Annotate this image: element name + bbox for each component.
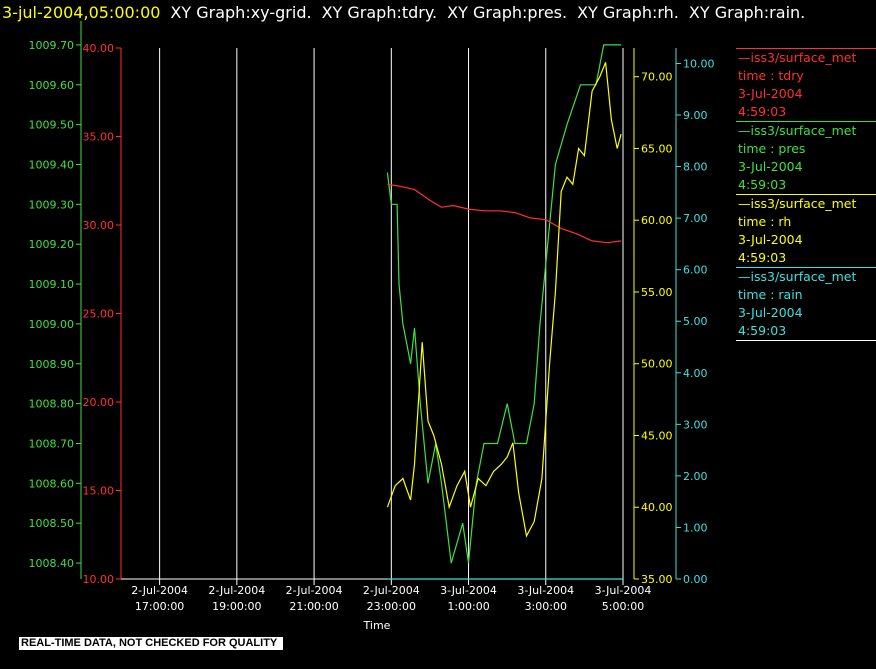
rain-axis-tick-label-4: 4.00 <box>683 367 708 380</box>
legend-separator <box>736 340 876 341</box>
pres-axis-tick-label-3: 1008.70 <box>29 437 75 450</box>
x-tick-time-6: 5:00:00 <box>602 600 644 613</box>
legend-tdry-var: time : tdry <box>738 68 804 83</box>
legend-rh-var: time : rh <box>738 214 792 229</box>
legend-separator <box>736 121 876 122</box>
rain-axis-tick-label-6: 6.00 <box>683 264 708 277</box>
legend-separator <box>736 194 876 195</box>
rain-axis-tick-label-3: 3.00 <box>683 418 708 431</box>
legend-bottom-separator <box>736 340 876 341</box>
rh-axis-tick-label-1: 40.00 <box>641 501 673 514</box>
legend-tdry-source: —iss3/surface_met <box>738 50 857 65</box>
legend-pres-var: time : pres <box>738 141 806 156</box>
pres-axis-tick-label-1: 1008.50 <box>29 517 75 530</box>
tdry-axis-tick-label-3: 25.00 <box>83 308 115 321</box>
x-tick-date-2: 2-Jul-2004 <box>286 584 343 597</box>
pres-axis-tick-label-13: 1009.70 <box>29 39 75 52</box>
legend-separator <box>736 48 876 49</box>
tdry-axis-tick-label-5: 35.00 <box>83 131 115 144</box>
x-tick-date-0: 2-Jul-2004 <box>131 584 188 597</box>
legend-tdry-date: 3-Jul-2004 <box>738 86 803 101</box>
graph-title-pres: XY Graph:pres. <box>447 3 568 22</box>
series-rh-line <box>386 62 622 538</box>
pres-axis-tick-label-6: 1009.00 <box>29 318 75 331</box>
pres-axis-tick-label-0: 1008.40 <box>29 557 75 570</box>
legend-pres-date: 3-Jul-2004 <box>738 159 803 174</box>
x-tick-date-6: 3-Jul-2004 <box>595 584 652 597</box>
rain-axis-tick-label-5: 5.00 <box>683 315 708 328</box>
pres-axis-tick-label-8: 1009.20 <box>29 238 75 251</box>
x-tick-time-3: 23:00:00 <box>367 600 416 613</box>
pres-axis-tick-label-12: 1009.60 <box>29 79 75 92</box>
graph-title-xy-grid: XY Graph:xy-grid. <box>170 3 312 22</box>
graph-title-rain: XY Graph:rain. <box>688 3 806 22</box>
quality-note: REAL-TIME DATA, NOT CHECKED FOR QUALITY <box>19 637 284 650</box>
rain-axis-tick-label-9: 9.00 <box>683 109 708 122</box>
rh-axis-tick-label-4: 55.00 <box>641 286 673 299</box>
rh-axis-tick-label-2: 45.00 <box>641 429 673 442</box>
graph-title-rh: XY Graph:rh. <box>577 3 679 22</box>
rh-axis-tick-label-5: 60.00 <box>641 214 673 227</box>
rain-axis-tick-label-8: 8.00 <box>683 161 708 174</box>
legend-rh-source: —iss3/surface_met <box>738 196 857 211</box>
pres-axis-tick-label-9: 1009.30 <box>29 198 75 211</box>
rh-axis-tick-label-7: 70.00 <box>641 71 673 84</box>
pres-axis-tick-label-4: 1008.80 <box>29 398 75 411</box>
header-bar: 3-jul-2004,05:00:00 XY Graph:xy-grid. XY G… <box>0 0 876 26</box>
legend-rh-date: 3-Jul-2004 <box>738 232 803 247</box>
x-tick-date-1: 2-Jul-2004 <box>208 584 265 597</box>
rh-axis-tick-label-0: 35.00 <box>641 573 673 586</box>
x-tick-time-1: 19:00:00 <box>212 600 261 613</box>
x-tick-time-0: 17:00:00 <box>135 600 184 613</box>
legend-separator <box>736 267 876 268</box>
legend-rain-var: time : rain <box>738 287 803 302</box>
timestamp: 3-jul-2004,05:00:00 <box>2 3 161 22</box>
tdry-axis-tick-label-1: 15.00 <box>83 485 115 498</box>
x-tick-time-4: 1:00:00 <box>447 600 489 613</box>
x-tick-time-5: 3:00:00 <box>525 600 567 613</box>
tdry-axis-tick-label-4: 30.00 <box>83 219 115 232</box>
legend-pres-source: —iss3/surface_met <box>738 123 857 138</box>
tdry-axis-tick-label-0: 10.00 <box>83 573 115 586</box>
legend-rain-source: —iss3/surface_met <box>738 269 857 284</box>
series-tdry-line <box>387 183 622 244</box>
legend-rain-time: 4:59:03 <box>738 323 787 338</box>
legend-tdry-time: 4:59:03 <box>738 104 787 119</box>
rain-axis-tick-label-1: 1.00 <box>683 521 708 534</box>
graph-title-tdry: XY Graph:tdry. <box>321 3 438 22</box>
pres-axis-tick-label-10: 1009.40 <box>29 158 75 171</box>
rain-axis-tick-label-2: 2.00 <box>683 470 708 483</box>
rh-axis-tick-label-3: 50.00 <box>641 358 673 371</box>
x-tick-date-5: 3-Jul-2004 <box>517 584 574 597</box>
rain-axis-tick-label-7: 7.00 <box>683 212 708 225</box>
rain-axis-tick-label-10: 10.00 <box>683 57 715 70</box>
x-tick-date-4: 3-Jul-2004 <box>440 584 497 597</box>
pres-axis-tick-label-7: 1009.10 <box>29 278 75 291</box>
pres-axis-tick-label-5: 1008.90 <box>29 358 75 371</box>
rain-axis-tick-label-0: 0.00 <box>683 573 708 586</box>
series-pres-line <box>386 44 622 564</box>
rh-axis-tick-label-6: 65.00 <box>641 142 673 155</box>
tdry-axis-tick-label-6: 40.00 <box>83 42 115 55</box>
legend-rain-date: 3-Jul-2004 <box>738 305 803 320</box>
x-tick-date-3: 2-Jul-2004 <box>363 584 420 597</box>
legend-pres-time: 4:59:03 <box>738 177 787 192</box>
x-tick-time-2: 21:00:00 <box>289 600 338 613</box>
tdry-axis-tick-label-2: 20.00 <box>83 396 115 409</box>
pres-axis-tick-label-2: 1008.60 <box>29 477 75 490</box>
legend-rh-time: 4:59:03 <box>738 250 787 265</box>
x-axis-label: Time <box>363 619 391 632</box>
pres-axis-tick-label-11: 1009.50 <box>29 119 75 132</box>
